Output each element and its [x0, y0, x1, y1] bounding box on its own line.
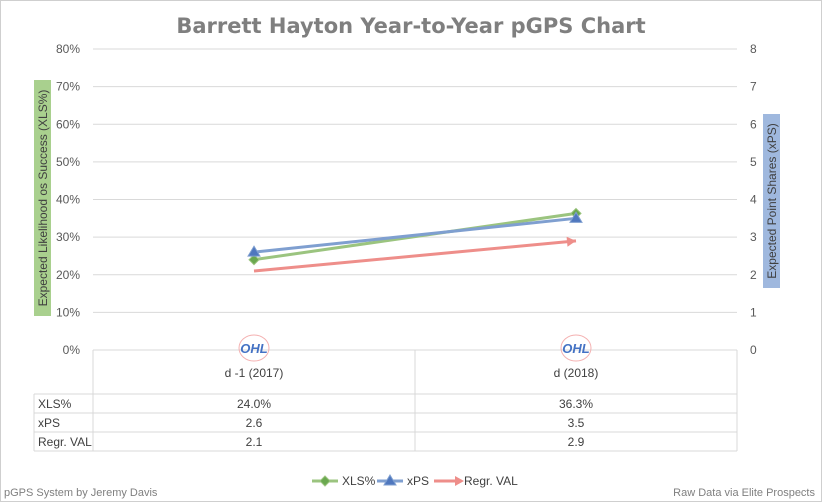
- right-tick-label: 3: [750, 230, 757, 244]
- left-tick-label: 0%: [63, 343, 81, 357]
- series-line: [253, 216, 577, 254]
- table-cell: 36.3%: [559, 397, 593, 411]
- table-row-label: xPS: [38, 416, 60, 430]
- table-row-label: XLS%: [38, 397, 72, 411]
- series-1: [247, 211, 583, 257]
- right-tick-label: 5: [750, 155, 757, 169]
- footer-source: Raw Data via Elite Prospects: [673, 487, 815, 499]
- data-point: [247, 245, 261, 257]
- table-cell: 24.0%: [237, 397, 271, 411]
- right-axis-label: Expected Point Shares (xPS): [765, 123, 779, 278]
- footer-credit: pGPS System by Jeremy Davis: [4, 487, 158, 499]
- left-tick-label: 60%: [56, 117, 80, 131]
- legend-arrow: [455, 476, 464, 486]
- left-tick-label: 50%: [56, 155, 80, 169]
- legend-label: XLS%: [342, 474, 376, 488]
- category-label: d (2018): [554, 366, 599, 380]
- gridlines: [93, 48, 737, 351]
- right-tick-label: 0: [750, 343, 757, 357]
- legend-marker: [319, 475, 331, 487]
- legend-marker: [383, 474, 397, 486]
- right-tick-label: 4: [750, 193, 757, 207]
- right-axis-label-box: [763, 114, 780, 288]
- data-point: [248, 253, 260, 266]
- category-label: d -1 (2017): [225, 366, 284, 380]
- table-cell: 2.1: [246, 435, 263, 449]
- legend: XLS% xPS Regr. VAL: [312, 474, 518, 488]
- data-point: [569, 211, 583, 223]
- series-line: [253, 239, 577, 273]
- data-table: OHL d -1 (2017) OHL d (2018) XLS% 24.0% 36.3% x…: [33, 334, 738, 452]
- left-tick-label: 30%: [56, 230, 80, 244]
- legend-item: Regr. VAL: [434, 474, 518, 488]
- left-axis-ticks: 0% 10% 20% 30% 40% 50% 60% 70% 80%: [56, 42, 80, 357]
- legend-item: XLS%: [312, 474, 376, 488]
- table-cell: 2.6: [246, 416, 263, 430]
- legend-label: xPS: [407, 474, 429, 488]
- series-layer: [247, 207, 583, 273]
- right-tick-label: 6: [750, 117, 757, 131]
- right-tick-label: 2: [750, 268, 757, 282]
- left-tick-label: 80%: [56, 42, 80, 56]
- right-axis-ticks: 0 1 2 3 4 5 6 7 8: [750, 42, 757, 357]
- arrow-head: [566, 236, 576, 247]
- left-tick-label: 40%: [56, 193, 80, 207]
- table-cell: 3.5: [568, 416, 585, 430]
- right-tick-label: 1: [750, 305, 757, 319]
- league-logo-text: OHL: [240, 341, 268, 356]
- series-2: [253, 236, 577, 273]
- left-tick-label: 20%: [56, 268, 80, 282]
- left-axis-label: Expected Likelihood os Success (XLS%): [36, 90, 50, 307]
- right-tick-label: 8: [750, 42, 757, 56]
- league-logo: OHL: [560, 334, 592, 362]
- left-tick-label: 70%: [56, 80, 80, 94]
- legend-item: xPS: [377, 474, 429, 488]
- league-logo-text: OHL: [562, 341, 590, 356]
- league-logo: OHL: [238, 334, 270, 362]
- left-axis-label-box: [34, 80, 51, 316]
- right-tick-label: 7: [750, 80, 757, 94]
- chart-title: Barrett Hayton Year-to-Year pGPS Chart: [176, 14, 645, 38]
- table-row-label: Regr. VAL: [38, 435, 92, 449]
- table-cell: 2.9: [568, 435, 585, 449]
- legend-label: Regr. VAL: [464, 474, 518, 488]
- left-tick-label: 10%: [56, 305, 80, 319]
